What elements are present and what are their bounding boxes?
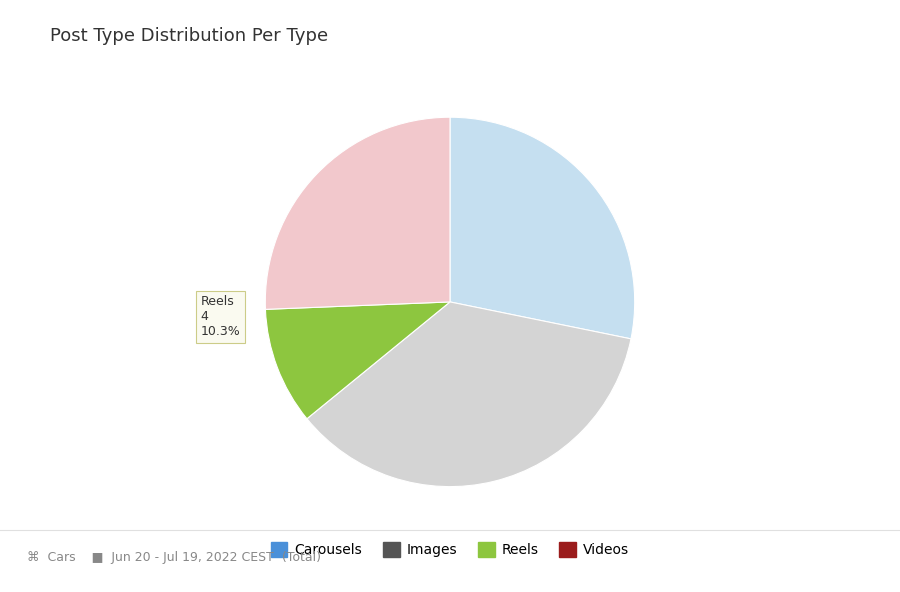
Text: Reels
4
10.3%: Reels 4 10.3% [201,295,240,338]
Wedge shape [307,302,631,487]
Legend: Carousels, Images, Reels, Videos: Carousels, Images, Reels, Videos [266,537,634,563]
Wedge shape [266,302,450,419]
Wedge shape [266,117,450,310]
Text: Post Type Distribution Per Type: Post Type Distribution Per Type [50,27,328,44]
Wedge shape [450,117,634,339]
Text: ⌘  Cars    ■  Jun 20 - Jul 19, 2022 CEST  (Total): ⌘ Cars ■ Jun 20 - Jul 19, 2022 CEST (Tot… [27,551,321,564]
